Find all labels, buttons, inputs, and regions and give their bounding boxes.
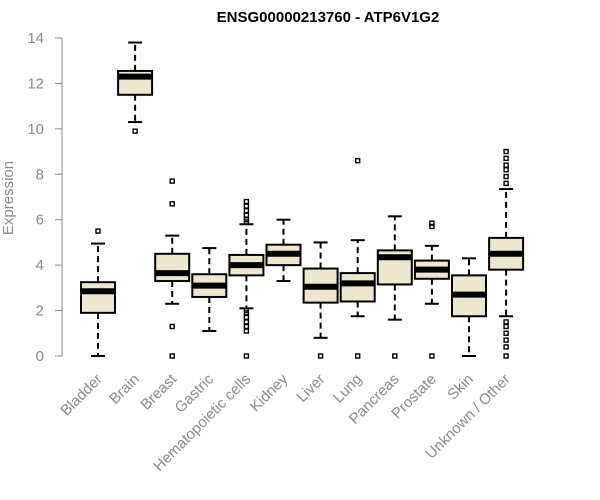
outlier-point <box>243 353 250 359</box>
y-tick-label: 4 <box>36 257 44 274</box>
outlier-point <box>243 207 250 214</box>
outlier-point <box>169 353 175 359</box>
outlier-point <box>243 314 250 321</box>
outlier-point <box>243 319 250 325</box>
box-group <box>117 41 154 134</box>
outlier-point <box>429 220 435 226</box>
outlier-point <box>503 337 509 343</box>
y-tick-label: 12 <box>27 75 44 92</box>
y-tick-label: 14 <box>27 30 44 47</box>
box-group <box>302 241 339 359</box>
outlier-point <box>503 319 509 325</box>
outlier-point <box>392 353 398 359</box>
outlier-point <box>132 128 138 134</box>
box-group <box>451 257 487 357</box>
outlier-point <box>169 323 175 330</box>
outlier-point <box>503 162 509 168</box>
outlier-point <box>503 155 509 162</box>
box-group <box>339 157 376 359</box>
outlier-point <box>243 203 250 209</box>
box-group <box>228 198 265 359</box>
y-tick-label: 8 <box>36 166 44 183</box>
box-group <box>265 218 302 283</box>
outlier-point <box>355 353 361 359</box>
y-tick-label: 6 <box>36 212 44 229</box>
outlier-point <box>95 228 101 234</box>
x-tick-label: Skin <box>444 371 477 404</box>
outlier-point <box>503 330 509 336</box>
y-tick-label: 10 <box>27 121 44 138</box>
iqr-box <box>339 272 376 303</box>
outlier-point <box>503 173 509 180</box>
outlier-point <box>503 180 509 187</box>
chart-title: ENSG00000213760 - ATP6V1G2 <box>217 9 440 26</box>
x-tick-label: Bladder <box>57 371 106 420</box>
y-tick-label: 0 <box>36 348 44 365</box>
outlier-point <box>503 353 509 359</box>
outlier-point <box>317 353 324 359</box>
outlier-point <box>243 323 250 330</box>
outlier-point <box>243 198 250 205</box>
outlier-point <box>429 353 435 359</box>
box-group <box>413 220 450 359</box>
box-group <box>376 215 413 359</box>
outlier-point <box>503 167 509 173</box>
outlier-point <box>243 212 250 218</box>
outlier-point <box>355 157 361 164</box>
iqr-box <box>80 281 116 314</box>
iqr-box <box>154 252 191 283</box>
box-group <box>154 178 191 359</box>
x-tick-label: Liver <box>293 371 328 406</box>
x-tick-label: Kidney <box>247 370 292 415</box>
outlier-point <box>243 328 250 334</box>
box-group <box>191 247 228 333</box>
outlier-point <box>169 201 175 207</box>
box-series <box>80 41 525 359</box>
y-axis-ticks: 0 2 4 6 8 10 12 14 <box>27 30 62 365</box>
outlier-point <box>503 148 509 155</box>
outlier-point <box>169 178 175 184</box>
y-tick-label: 2 <box>36 303 44 320</box>
outlier-point <box>503 344 509 350</box>
box-group <box>80 228 116 357</box>
outlier-point <box>503 323 509 330</box>
y-axis-label: Expression <box>0 161 17 235</box>
box-group <box>488 148 525 359</box>
outlier-point <box>243 307 250 314</box>
